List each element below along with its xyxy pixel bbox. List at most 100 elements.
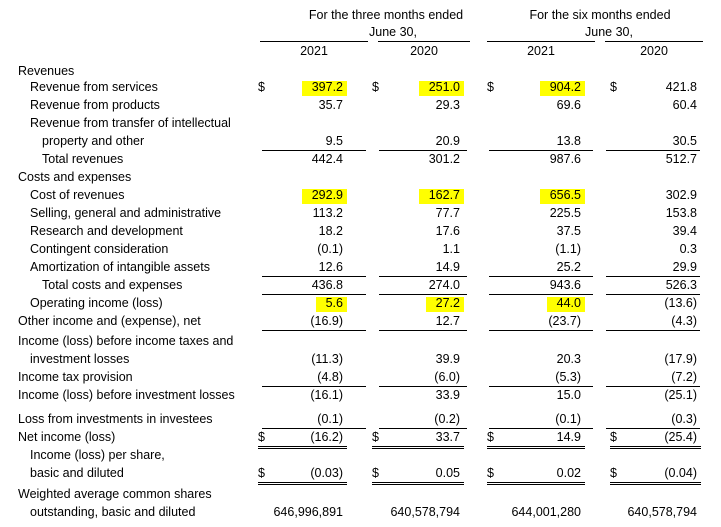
row-label: Total revenues xyxy=(42,152,124,166)
subtotal-rule xyxy=(489,150,593,151)
currency-symbol: $ xyxy=(372,430,379,444)
value-cell: 39.4 xyxy=(672,224,697,238)
value-cell: (0.2) xyxy=(434,412,460,426)
value-cell: (16.2) xyxy=(310,430,343,444)
subtotal-rule xyxy=(262,428,366,429)
value-cell: 29.3 xyxy=(435,98,460,112)
value-cell: 292.9 xyxy=(311,188,343,202)
subtotal-rule xyxy=(489,294,593,295)
value-cell: 14.9 xyxy=(435,260,460,274)
header-rule xyxy=(378,41,470,42)
highlight-marker xyxy=(426,297,464,312)
total-double-rule xyxy=(372,446,464,449)
row-label: Total costs and expenses xyxy=(42,278,183,292)
value-cell: 656.5 xyxy=(549,188,581,202)
row-label: Selling, general and administrative xyxy=(30,206,222,220)
row-label: Net income (loss) xyxy=(18,430,116,444)
currency-symbol: $ xyxy=(372,466,379,480)
value-cell: 640,578,794 xyxy=(390,505,460,519)
subtotal-rule xyxy=(379,386,467,387)
value-cell: (4.3) xyxy=(671,314,697,328)
subtotal-rule xyxy=(489,428,593,429)
value-cell: 5.6 xyxy=(325,296,343,310)
subtotal-rule xyxy=(606,428,700,429)
row-label: Loss from investments in investees xyxy=(18,412,213,426)
value-cell: 0.3 xyxy=(679,242,697,256)
value-cell: 302.9 xyxy=(665,188,697,202)
value-cell: 1.1 xyxy=(442,242,460,256)
row-label: Other income and (expense), net xyxy=(18,314,201,328)
value-cell: 20.9 xyxy=(435,134,460,148)
value-cell: (4.8) xyxy=(317,370,343,384)
currency-symbol: $ xyxy=(487,430,494,444)
subtotal-rule xyxy=(262,294,366,295)
row-label: Revenues xyxy=(18,64,75,78)
subtotal-rule xyxy=(379,150,467,151)
row-label: Revenue from services xyxy=(30,80,158,94)
value-cell: (6.0) xyxy=(434,370,460,384)
value-cell: (25.4) xyxy=(664,430,697,444)
value-cell: 274.0 xyxy=(428,278,460,292)
value-cell: 30.5 xyxy=(672,134,697,148)
value-cell: 646,996,891 xyxy=(273,505,343,519)
value-cell: 987.6 xyxy=(549,152,581,166)
total-double-rule xyxy=(487,482,585,485)
subtotal-rule xyxy=(489,330,593,331)
value-cell: (16.1) xyxy=(310,388,343,402)
subtotal-rule xyxy=(489,386,593,387)
value-cell: (5.3) xyxy=(555,370,581,384)
row-label: Income tax provision xyxy=(18,370,133,384)
value-cell: 943.6 xyxy=(549,278,581,292)
currency-symbol: $ xyxy=(258,80,265,94)
currency-symbol: $ xyxy=(610,466,617,480)
row-label: Weighted average common shares xyxy=(18,487,212,501)
value-cell: 60.4 xyxy=(672,98,697,112)
row-label: Amortization of intangible assets xyxy=(30,260,210,274)
value-cell: (25.1) xyxy=(664,388,697,402)
subtotal-rule xyxy=(379,294,467,295)
subtotal-rule xyxy=(379,428,467,429)
highlight-marker xyxy=(302,81,347,96)
highlight-marker xyxy=(540,81,585,96)
value-cell: 14.9 xyxy=(556,430,581,444)
row-label: Costs and expenses xyxy=(18,170,132,184)
value-cell: 225.5 xyxy=(549,206,581,220)
value-cell: (0.1) xyxy=(555,412,581,426)
value-cell: 12.6 xyxy=(318,260,343,274)
header-rule xyxy=(605,41,703,42)
value-cell: 0.05 xyxy=(435,466,460,480)
value-cell: (16.9) xyxy=(310,314,343,328)
value-cell: 44.0 xyxy=(556,296,581,310)
value-cell: 35.7 xyxy=(318,98,343,112)
value-cell: 39.9 xyxy=(435,352,460,366)
value-cell: 27.2 xyxy=(435,296,460,310)
total-double-rule xyxy=(610,446,701,449)
value-cell: (11.3) xyxy=(311,352,343,366)
value-cell: (0.04) xyxy=(664,466,697,480)
value-cell: 13.8 xyxy=(556,134,581,148)
highlight-marker xyxy=(316,297,347,312)
value-cell: 17.6 xyxy=(435,224,460,238)
currency-symbol: $ xyxy=(487,80,494,94)
row-label: Revenue from products xyxy=(30,98,160,112)
value-cell: 397.2 xyxy=(311,80,343,94)
row-label: Income (loss) before income taxes and xyxy=(18,334,234,348)
subtotal-rule xyxy=(262,150,366,151)
value-cell: (0.3) xyxy=(671,412,697,426)
currency-symbol: $ xyxy=(610,80,617,94)
currency-symbol: $ xyxy=(487,466,494,480)
value-cell: 18.2 xyxy=(318,224,343,238)
value-cell: 442.4 xyxy=(311,152,343,166)
row-label: outstanding, basic and diluted xyxy=(30,505,196,519)
row-label: Cost of revenues xyxy=(30,188,125,202)
value-cell: 421.8 xyxy=(665,80,697,94)
value-cell: 153.8 xyxy=(665,206,697,220)
value-cell: 526.3 xyxy=(665,278,697,292)
three-months-header-line2: June 30, xyxy=(369,25,417,39)
value-cell: 436.8 xyxy=(311,278,343,292)
value-cell: 25.2 xyxy=(556,260,581,274)
value-cell: 15.0 xyxy=(556,388,581,402)
value-cell: 644,001,280 xyxy=(511,505,581,519)
value-cell: (13.6) xyxy=(664,296,697,310)
row-label: Operating income (loss) xyxy=(30,296,163,310)
